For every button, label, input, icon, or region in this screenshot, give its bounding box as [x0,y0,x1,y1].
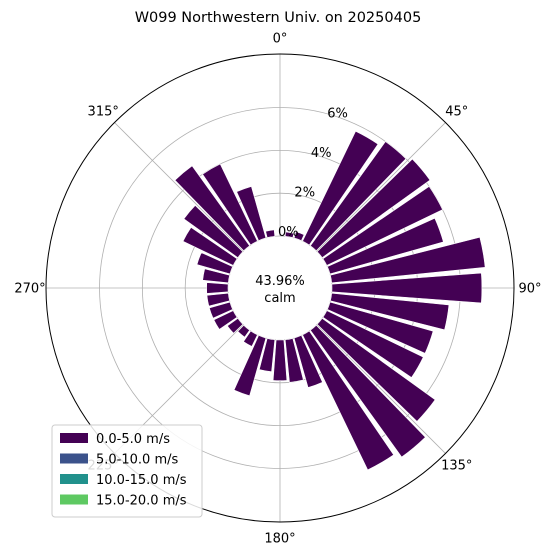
grid-spoke-315 [114,122,244,252]
direction-label-315: 315° [88,105,119,120]
wind-bar-30 [302,130,379,246]
wind-bar-220 [237,324,251,338]
legend-label-3: 15.0-20.0 m/s [96,494,187,509]
grid-spoke-45 [316,122,446,252]
ring-label-0: 0% [278,225,299,240]
direction-label-270: 270° [14,282,45,297]
outer-frame [45,53,515,523]
wind-bar-290 [196,252,233,275]
wind-bar-20 [293,231,305,241]
calm-annotation: 43.96% calm [255,274,305,306]
calm-disk [228,236,332,340]
wind-bar-40 [309,141,407,252]
wind-bar-50 [316,158,431,259]
wind-bar-90 [331,272,483,304]
wind-bar-80 [330,236,486,284]
wind-bar-270 [206,282,229,294]
wind-bar-180 [272,339,288,381]
legend-label-2: 10.0-15.0 m/s [96,473,187,488]
legend-box [51,424,203,518]
wind-bar-60 [322,186,443,266]
ring-label-2: 4% [311,146,332,161]
wind-bar-330 [202,163,258,246]
legend-swatch-3 [60,494,88,505]
wind-bar-240 [213,310,238,330]
wind-bar-70 [327,217,444,275]
legend-swatch-2 [60,474,88,484]
wind-bar-130 [316,317,436,422]
wind-bar-140 [309,324,426,458]
wind-bar-340 [236,186,267,241]
wind-bar-250 [208,301,233,319]
wind-bar-260 [206,292,230,307]
wind-bar-150 [302,330,395,471]
wind-bar-350 [265,229,276,238]
wind-bar-200 [233,335,267,397]
direction-label-180: 180° [264,532,295,547]
wind-bar-10 [284,231,295,238]
calm-percent: 43.96% [255,274,305,289]
direction-label-90: 90° [518,282,541,297]
wind-bar-160 [293,335,323,388]
wind-bars [174,130,486,471]
legend-swatch-0 [60,433,88,443]
wind-bar-170 [284,338,304,383]
wind-bar-230 [226,317,244,334]
wind-bar-110 [327,301,434,354]
legend-swatch-1 [60,453,88,464]
wind-bar-120 [322,310,424,378]
direction-label-135: 135° [441,458,472,473]
wind-bar-280 [202,268,230,284]
calm-label: calm [264,291,295,306]
legend-label-1: 5.0-10.0 m/s [96,453,178,468]
direction-label-45: 45° [445,105,468,120]
chart-title: W099 Northwestern Univ. on 20250405 [135,10,422,26]
wind-bar-320 [174,165,251,252]
wind-bar-310 [183,204,244,259]
legend-label-0: 0.0-5.0 m/s [96,432,170,447]
legend: 0.0-5.0 m/s 5.0-10.0 m/s 10.0-15.0 m/s 15.0… [51,424,203,518]
grid-spoke-135 [316,324,446,454]
wind-bar-190 [258,338,276,373]
wind-bar-300 [182,226,238,266]
wind-bar-210 [243,330,258,347]
ring-label-1: 2% [294,186,315,201]
direction-label-0: 0° [273,32,288,47]
wind-bar-100 [330,292,450,331]
ring-label-3: 6% [327,106,348,121]
